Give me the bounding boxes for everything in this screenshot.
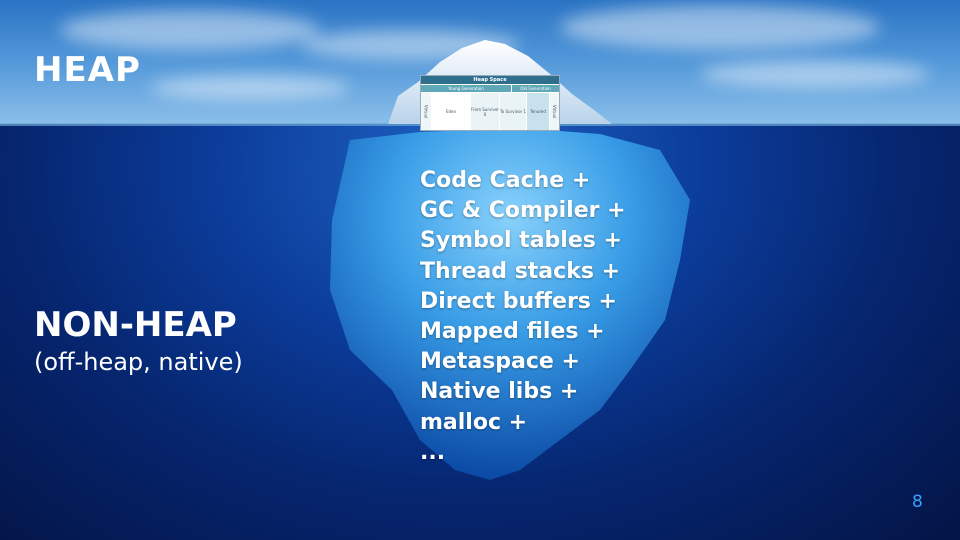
list-item: Direct buffers + (420, 288, 617, 314)
tenured-cell: Tenured (527, 93, 549, 130)
list-item: malloc + (420, 409, 528, 435)
virtual-right-cell: Virtual (550, 93, 559, 130)
young-generation-label: Young Generation (421, 85, 511, 92)
from-survivor-cell: From Survivor 0 (471, 93, 499, 130)
list-item: Symbol tables + (420, 228, 622, 254)
non-heap-items-list: Code Cache + GC & Compiler + Symbol tabl… (420, 166, 626, 468)
nonheap-subtitle: (off-heap, native) (34, 348, 243, 376)
heap-space-diagram: Heap Space Young Generation Old Generati… (420, 75, 560, 131)
nonheap-title: NON-HEAP (34, 305, 237, 345)
list-item: Code Cache + (420, 168, 591, 193)
list-item: GC & Compiler + (420, 198, 626, 224)
heap-space-header: Heap Space (421, 76, 559, 84)
iceberg-underwater (330, 128, 690, 480)
list-item: Metaspace + (420, 349, 580, 375)
page-number: 8 (912, 492, 923, 512)
heap-title: HEAP (34, 50, 141, 90)
list-item: Thread stacks + (420, 258, 621, 284)
old-generation-label: Old Generation (512, 85, 559, 92)
list-item: Mapped files + (420, 319, 605, 345)
eden-cell: Eden (432, 93, 470, 130)
list-item: Native libs + (420, 379, 579, 405)
sky-background (0, 0, 960, 126)
to-survivor-cell: To Survivor 1 (500, 93, 526, 130)
virtual-left-cell: Virtual (421, 93, 431, 130)
list-item: ... (420, 439, 446, 465)
